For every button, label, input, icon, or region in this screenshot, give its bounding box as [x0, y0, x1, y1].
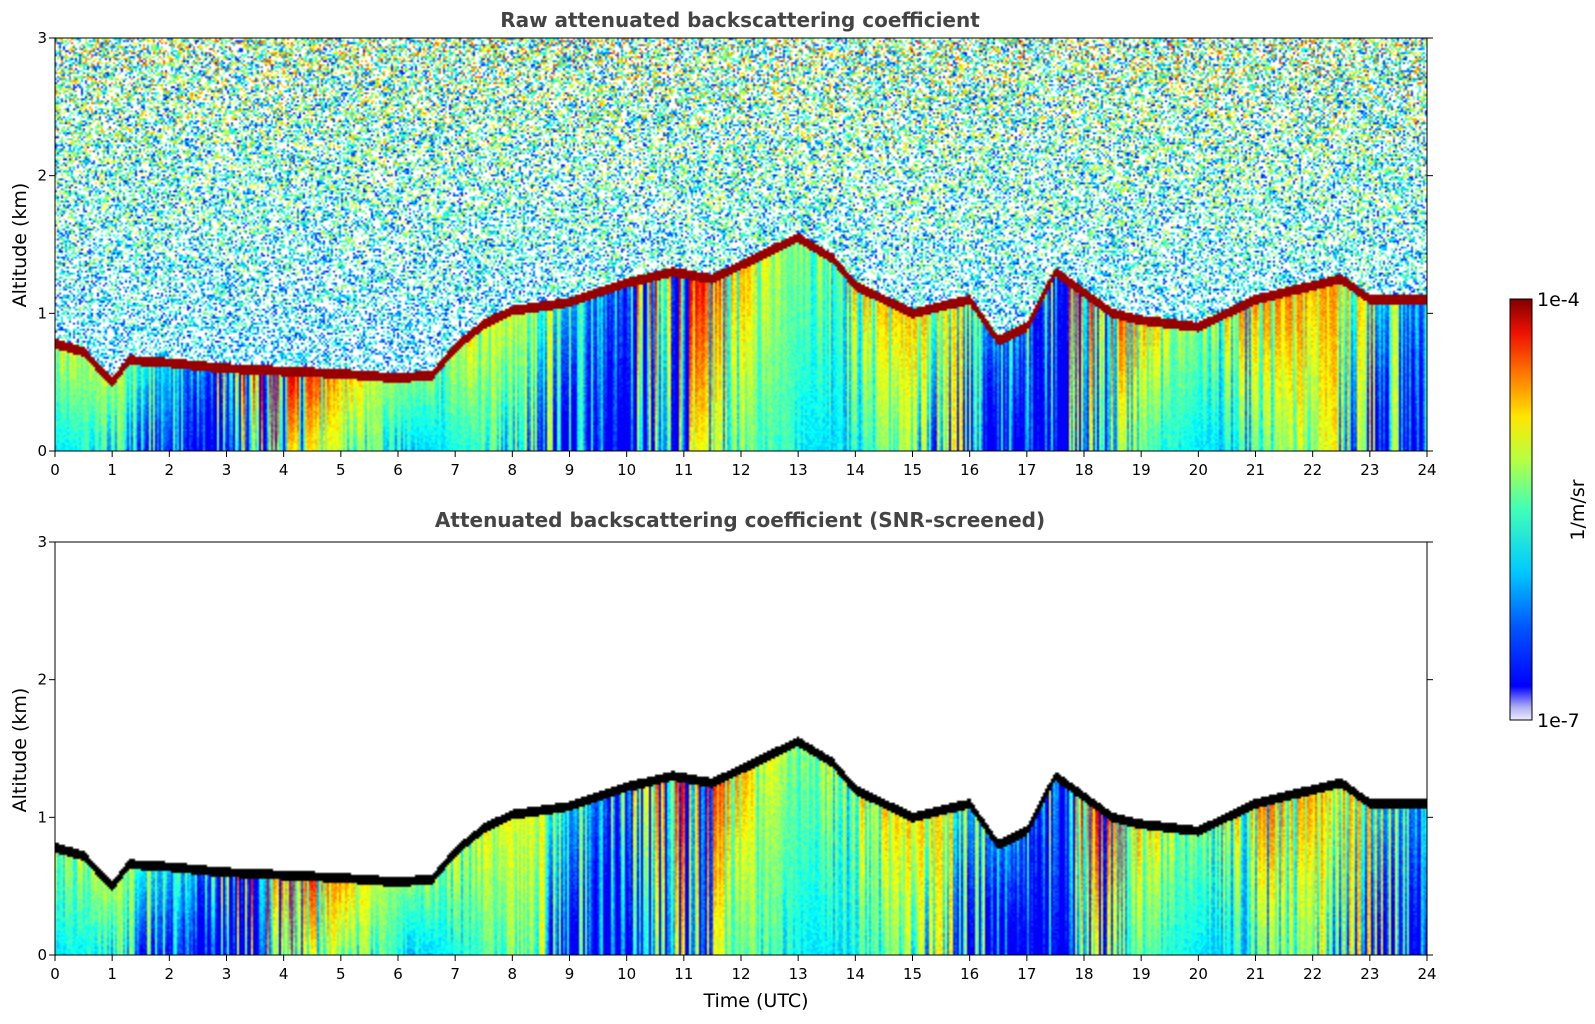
x-tick-label: 24 — [1417, 461, 1436, 479]
x-tick-label: 20 — [1189, 461, 1208, 479]
bottom-y-axis: 0 1 2 3 — [37, 533, 1433, 964]
bottom-x-axis-label: Time (UTC) — [702, 990, 808, 1012]
x-tick-label: 18 — [1074, 965, 1093, 983]
x-tick-label: 21 — [1246, 461, 1265, 479]
x-tick-label: 17 — [1017, 461, 1036, 479]
top-panel: Raw attenuated backscattering coefficien… — [9, 8, 1437, 479]
y-tick-label: 0 — [37, 442, 47, 460]
colorbar-unit-label: 1/m/sr — [1567, 479, 1589, 540]
y-tick-label: 1 — [37, 304, 47, 322]
x-tick-label: 21 — [1246, 965, 1265, 983]
top-x-axis: 0 1 2 3 4 5 6 7 8 9 10 11 12 13 14 15 16 17 18 19 20 21 22 23 24 — [50, 451, 1437, 479]
x-tick-label: 2 — [165, 461, 175, 479]
x-tick-label: 18 — [1074, 461, 1093, 479]
x-tick-label: 1 — [107, 461, 117, 479]
y-tick-label: 1 — [37, 808, 47, 826]
x-tick-label: 20 — [1189, 965, 1208, 983]
x-tick-label: 4 — [279, 461, 289, 479]
x-tick-label: 23 — [1360, 965, 1379, 983]
x-tick-label: 0 — [50, 965, 60, 983]
bottom-panel-title: Attenuated backscattering coefficient (S… — [435, 508, 1045, 532]
x-tick-label: 3 — [222, 461, 232, 479]
y-tick-label: 0 — [37, 946, 47, 964]
x-tick-label: 17 — [1017, 965, 1036, 983]
x-tick-label: 13 — [789, 461, 808, 479]
x-tick-label: 10 — [617, 461, 636, 479]
x-tick-label: 8 — [508, 461, 518, 479]
x-tick-label: 6 — [393, 965, 403, 983]
x-tick-label: 5 — [336, 461, 346, 479]
x-tick-label: 22 — [1303, 461, 1322, 479]
top-y-axis: 0 1 2 3 — [37, 29, 1433, 460]
x-tick-label: 3 — [222, 965, 232, 983]
x-tick-label: 14 — [846, 461, 865, 479]
x-tick-label: 2 — [165, 965, 175, 983]
top-panel-title: Raw attenuated backscattering coefficien… — [500, 8, 980, 32]
x-tick-label: 11 — [674, 965, 693, 983]
x-tick-label: 19 — [1132, 461, 1151, 479]
colorbar: 1e-4 1e-7 1/m/sr — [1509, 289, 1589, 732]
x-tick-label: 5 — [336, 965, 346, 983]
bottom-y-axis-label: Altitude (km) — [9, 688, 31, 813]
y-tick-label: 3 — [37, 29, 47, 47]
x-tick-label: 23 — [1360, 461, 1379, 479]
x-tick-label: 1 — [107, 965, 117, 983]
colorbar-min-label: 1e-7 — [1537, 710, 1580, 732]
x-tick-label: 15 — [903, 965, 922, 983]
bottom-panel: Attenuated backscattering coefficient (S… — [9, 508, 1437, 1012]
y-tick-label: 2 — [37, 671, 47, 689]
x-tick-label: 13 — [789, 965, 808, 983]
x-tick-label: 15 — [903, 461, 922, 479]
colorbar-max-label: 1e-4 — [1537, 289, 1580, 311]
x-tick-label: 19 — [1132, 965, 1151, 983]
x-tick-label: 12 — [731, 461, 750, 479]
x-tick-label: 14 — [846, 965, 865, 983]
x-tick-label: 7 — [450, 461, 460, 479]
x-tick-label: 7 — [450, 965, 460, 983]
x-tick-label: 8 — [508, 965, 518, 983]
x-tick-label: 9 — [565, 461, 575, 479]
x-tick-label: 0 — [50, 461, 60, 479]
top-heatmap-image — [55, 38, 1427, 451]
x-tick-label: 4 — [279, 965, 289, 983]
bottom-heatmap-image — [55, 542, 1427, 955]
x-tick-label: 12 — [731, 965, 750, 983]
y-tick-label: 2 — [37, 167, 47, 185]
x-tick-label: 16 — [960, 461, 979, 479]
bottom-x-axis: 0 1 2 3 4 5 6 7 8 9 10 11 12 13 14 15 16 17 18 19 20 21 22 23 24 — [50, 955, 1437, 983]
y-tick-label: 3 — [37, 533, 47, 551]
x-tick-label: 16 — [960, 965, 979, 983]
x-tick-label: 6 — [393, 461, 403, 479]
x-tick-label: 9 — [565, 965, 575, 983]
x-tick-label: 10 — [617, 965, 636, 983]
top-y-axis-label: Altitude (km) — [9, 183, 31, 308]
x-tick-label: 11 — [674, 461, 693, 479]
x-tick-label: 24 — [1417, 965, 1436, 983]
x-tick-label: 22 — [1303, 965, 1322, 983]
colorbar-gradient — [1509, 298, 1533, 721]
